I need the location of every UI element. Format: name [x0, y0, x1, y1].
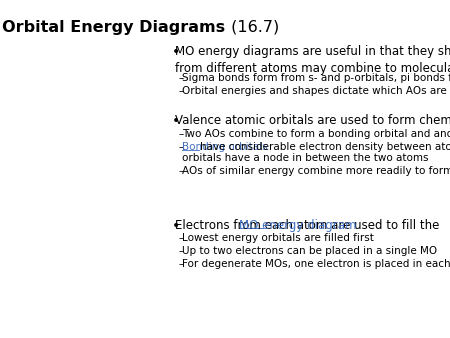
Text: Orbital energies and shapes dictate which AOs are used to generate MOs: Orbital energies and shapes dictate whic…	[182, 86, 450, 96]
Text: (16.7): (16.7)	[226, 20, 279, 35]
Text: –: –	[179, 166, 184, 176]
Text: –: –	[179, 259, 184, 269]
Text: Up to two electrons can be placed in a single MO: Up to two electrons can be placed in a s…	[182, 246, 437, 256]
Text: –: –	[179, 246, 184, 256]
Text: Molecular Orbital Energy Diagrams: Molecular Orbital Energy Diagrams	[0, 20, 225, 35]
Text: Lowest energy orbitals are filled first: Lowest energy orbitals are filled first	[182, 233, 374, 243]
Text: –: –	[179, 86, 184, 96]
Text: have considerable electron density between atoms, anti-bonding: have considerable electron density betwe…	[200, 142, 450, 152]
Text: AOs of similar energy combine more readily to form MOs: AOs of similar energy combine more readi…	[182, 166, 450, 176]
Text: For degenerate MOs, one electron is placed in each MO before the electron is pai: For degenerate MOs, one electron is plac…	[182, 259, 450, 269]
Text: MO energy diagram: MO energy diagram	[239, 219, 356, 232]
Text: •: •	[171, 114, 180, 128]
Text: orbitals have a node in between the two atoms: orbitals have a node in between the two …	[182, 153, 428, 163]
Text: •: •	[171, 45, 180, 59]
Text: –: –	[179, 129, 184, 139]
Text: Valence atomic orbitals are used to form chemical bonds: Valence atomic orbitals are used to form…	[175, 114, 450, 127]
Text: MO energy diagrams are useful in that they show how atomic orbitals
from differe: MO energy diagrams are useful in that th…	[175, 45, 450, 75]
Text: –: –	[179, 73, 184, 83]
Text: Two AOs combine to form a bonding orbital and and anti-bonding orbital: Two AOs combine to form a bonding orbita…	[182, 129, 450, 139]
Text: •: •	[171, 219, 180, 233]
Text: –: –	[179, 142, 184, 152]
Text: Electrons from each atom are used to fill the: Electrons from each atom are used to fil…	[175, 219, 443, 232]
Text: Bonding orbitals: Bonding orbitals	[182, 142, 270, 152]
Text: –: –	[179, 233, 184, 243]
Text: Sigma bonds form from s- and p-orbitals, pi bonds from p-orbitals: Sigma bonds form from s- and p-orbitals,…	[182, 73, 450, 83]
